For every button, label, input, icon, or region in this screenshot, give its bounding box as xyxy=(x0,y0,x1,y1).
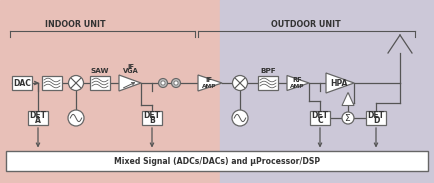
Circle shape xyxy=(231,110,247,126)
Text: $\Sigma$: $\Sigma$ xyxy=(344,112,351,123)
FancyBboxPatch shape xyxy=(309,111,329,125)
Circle shape xyxy=(171,79,180,87)
Polygon shape xyxy=(325,73,353,93)
Text: A: A xyxy=(35,116,41,125)
FancyBboxPatch shape xyxy=(257,76,277,90)
FancyBboxPatch shape xyxy=(90,76,110,90)
Polygon shape xyxy=(197,75,221,91)
Text: INDOOR UNIT: INDOOR UNIT xyxy=(45,20,105,29)
Text: HPA: HPA xyxy=(329,79,347,87)
Text: IF: IF xyxy=(127,64,134,70)
FancyBboxPatch shape xyxy=(6,151,427,171)
Text: AMP: AMP xyxy=(289,83,303,89)
FancyBboxPatch shape xyxy=(12,76,32,90)
Text: DAC: DAC xyxy=(13,79,31,87)
Text: BPF: BPF xyxy=(260,68,275,74)
Text: OUTDOOR UNIT: OUTDOOR UNIT xyxy=(270,20,340,29)
FancyBboxPatch shape xyxy=(42,76,62,90)
FancyBboxPatch shape xyxy=(141,111,161,125)
Circle shape xyxy=(341,112,353,124)
Circle shape xyxy=(68,110,84,126)
Text: C: C xyxy=(316,116,322,125)
Polygon shape xyxy=(286,76,308,91)
Circle shape xyxy=(161,81,164,85)
Text: RF: RF xyxy=(292,77,301,83)
Text: DET: DET xyxy=(143,111,160,120)
Text: DET: DET xyxy=(30,111,46,120)
Text: AMP: AMP xyxy=(201,83,216,89)
Polygon shape xyxy=(119,75,141,91)
Text: VGA: VGA xyxy=(123,68,138,74)
Circle shape xyxy=(174,81,178,85)
Text: D: D xyxy=(372,116,378,125)
Text: Mixed Signal (ADCs/DACs) and μProcessor/DSP: Mixed Signal (ADCs/DACs) and μProcessor/… xyxy=(114,156,319,165)
Circle shape xyxy=(158,79,167,87)
Circle shape xyxy=(68,76,83,91)
FancyBboxPatch shape xyxy=(365,111,385,125)
Bar xyxy=(0,0,220,183)
Text: SAW: SAW xyxy=(91,68,109,74)
Circle shape xyxy=(232,76,247,91)
Text: B: B xyxy=(149,116,155,125)
FancyBboxPatch shape xyxy=(28,111,48,125)
Text: IF: IF xyxy=(205,77,212,83)
Polygon shape xyxy=(341,92,353,106)
Text: DET: DET xyxy=(311,111,328,120)
Bar xyxy=(220,0,434,183)
Text: DET: DET xyxy=(367,111,384,120)
